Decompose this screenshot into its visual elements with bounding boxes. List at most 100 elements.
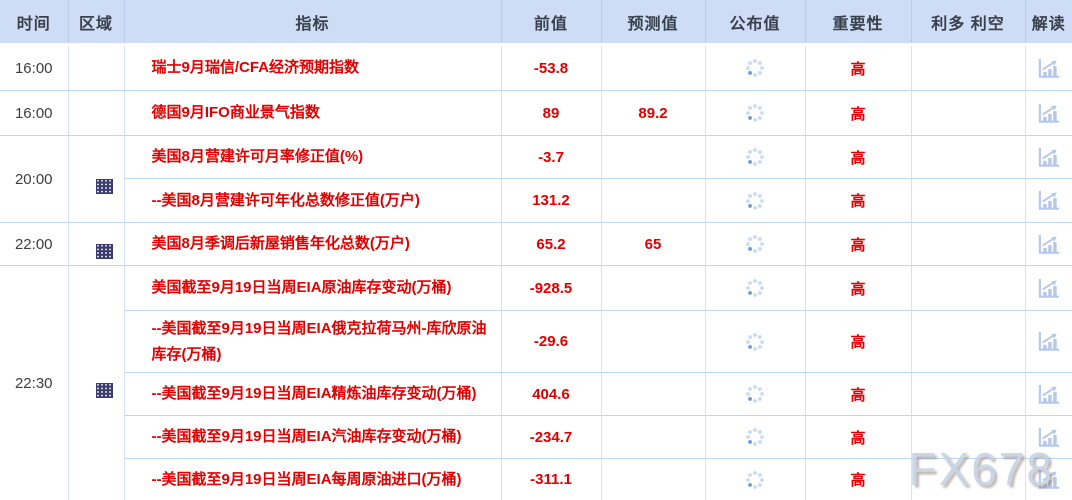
col-header-region: 区域 <box>67 0 124 46</box>
previous-value: 131.2 <box>500 178 602 223</box>
forecast-value <box>600 458 706 500</box>
published-value-cell <box>704 415 806 459</box>
bias-cell <box>910 310 1026 373</box>
col-header-forecast: 预测值 <box>600 0 705 46</box>
table-row: --美国8月营建许可年化总数修正值(万户) 131.2 高 <box>0 178 1072 223</box>
loading-spinner-icon <box>745 191 765 211</box>
previous-value: 89 <box>500 90 602 136</box>
indicator-link[interactable]: 瑞士9月瑞信/CFA经济预期指数 <box>123 44 502 91</box>
bias-cell <box>910 222 1026 266</box>
table-row: 22:30 美国截至9月19日当周EIA原油库存变动(万桶) -928.5 高 <box>0 265 1072 500</box>
indicator-link[interactable]: 美国截至9月19日当周EIA原油库存变动(万桶) <box>123 265 502 311</box>
chart-interpret-icon[interactable] <box>1036 189 1061 212</box>
chart-interpret-icon[interactable] <box>1036 330 1061 353</box>
published-value-cell <box>704 310 806 373</box>
indicator-link[interactable]: 美国8月季调后新屋销售年化总数(万户) <box>123 222 502 266</box>
forecast-value <box>600 178 706 223</box>
indicator-link[interactable]: 德国9月IFO商业景气指数 <box>123 90 502 136</box>
previous-value: 65.2 <box>500 222 602 266</box>
chart-interpret-icon[interactable] <box>1036 468 1061 491</box>
published-value-cell <box>704 135 806 179</box>
chart-interpret-icon[interactable] <box>1036 102 1061 125</box>
interpret-cell <box>1024 44 1072 91</box>
previous-value: -3.7 <box>500 135 602 179</box>
interpret-cell <box>1024 90 1072 136</box>
published-value-cell <box>704 90 806 136</box>
table-row: 22:00 美国8月季调后新屋销售年化总数(万户) 65.2 65 高 <box>0 222 1072 266</box>
importance-badge: 高 <box>804 135 912 179</box>
table-header-row: 时间 区域 指标 前值 预测值 公布值 重要性 利多 利空 解读 <box>0 0 1072 46</box>
previous-value: -53.8 <box>500 44 602 91</box>
published-value-cell <box>704 222 806 266</box>
loading-spinner-icon <box>745 332 765 352</box>
indicator-link[interactable]: --美国截至9月19日当周EIA俄克拉荷马州-库欣原油库存(万桶) <box>124 310 502 373</box>
importance-badge: 高 <box>804 90 912 136</box>
previous-value: -928.5 <box>500 265 602 311</box>
chart-interpret-icon[interactable] <box>1036 277 1061 300</box>
interpret-cell <box>1024 178 1072 223</box>
forecast-value <box>600 372 706 416</box>
bias-cell <box>910 178 1026 223</box>
forecast-value <box>600 44 706 91</box>
indicator-link[interactable]: --美国8月营建许可年化总数修正值(万户) <box>124 178 502 223</box>
importance-badge: 高 <box>804 44 912 91</box>
importance-badge: 高 <box>804 415 912 459</box>
time-cell: 16:00 <box>0 44 69 91</box>
col-header-published: 公布值 <box>704 0 805 46</box>
indicator-link[interactable]: --美国截至9月19日当周EIA每周原油进口(万桶) <box>124 458 502 500</box>
bias-cell <box>910 372 1026 416</box>
time-cell: 16:00 <box>0 90 69 136</box>
table-row: --美国截至9月19日当周EIA俄克拉荷马州-库欣原油库存(万桶) -29.6 … <box>0 310 1072 373</box>
col-header-time: 时间 <box>0 0 68 46</box>
loading-spinner-icon <box>745 58 765 78</box>
loading-spinner-icon <box>745 427 765 447</box>
previous-value: -29.6 <box>500 310 602 373</box>
time-cell: 22:30 <box>0 265 69 500</box>
table-row: --美国截至9月19日当周EIA每周原油进口(万桶) -311.1 高 <box>0 458 1072 500</box>
indicator-link[interactable]: --美国截至9月19日当周EIA精炼油库存变动(万桶) <box>124 372 502 416</box>
loading-spinner-icon <box>745 103 765 123</box>
chart-interpret-icon[interactable] <box>1036 426 1061 449</box>
indicator-link[interactable]: --美国截至9月19日当周EIA汽油库存变动(万桶) <box>124 415 502 459</box>
published-value-cell <box>704 178 806 223</box>
col-header-bias: 利多 利空 <box>910 0 1025 46</box>
table-row: 20:00 美国8月营建许可月率修正值(%) -3.7 高 <box>0 135 1072 223</box>
loading-spinner-icon <box>745 278 765 298</box>
importance-badge: 高 <box>804 458 912 500</box>
forecast-value <box>600 310 706 373</box>
chart-interpret-icon[interactable] <box>1036 57 1061 80</box>
region-cell <box>67 265 125 500</box>
chart-interpret-icon[interactable] <box>1036 233 1061 256</box>
loading-spinner-icon <box>745 470 765 490</box>
table-row: --美国截至9月19日当周EIA汽油库存变动(万桶) -234.7 高 <box>0 415 1072 459</box>
loading-spinner-icon <box>745 147 765 167</box>
published-value-cell <box>704 372 806 416</box>
interpret-cell <box>1024 458 1072 500</box>
interpret-cell <box>1024 222 1072 266</box>
indicator-link[interactable]: 美国8月营建许可月率修正值(%) <box>123 135 502 179</box>
col-header-importance: 重要性 <box>804 0 911 46</box>
chart-interpret-icon[interactable] <box>1036 146 1061 169</box>
col-header-interpret: 解读 <box>1024 0 1072 46</box>
bias-cell <box>910 135 1026 179</box>
forecast-value <box>600 265 706 311</box>
forecast-value <box>600 135 706 179</box>
previous-value: 404.6 <box>500 372 602 416</box>
chart-interpret-icon[interactable] <box>1036 383 1061 406</box>
bias-cell <box>910 90 1026 136</box>
interpret-cell <box>1024 135 1072 179</box>
region-cell <box>67 135 125 223</box>
interpret-cell <box>1024 372 1072 416</box>
published-value-cell <box>704 265 806 311</box>
time-cell: 20:00 <box>0 135 69 223</box>
bias-cell <box>910 265 1026 311</box>
published-value-cell <box>704 458 806 500</box>
table-row: --美国截至9月19日当周EIA精炼油库存变动(万桶) 404.6 高 <box>0 372 1072 416</box>
table-row: 16:00 德国9月IFO商业景气指数 89 89.2 高 <box>0 90 1072 136</box>
importance-badge: 高 <box>804 265 912 311</box>
interpret-cell <box>1024 310 1072 373</box>
table-row: 16:00 瑞士9月瑞信/CFA经济预期指数 -53.8 高 <box>0 44 1072 91</box>
forecast-value <box>600 415 706 459</box>
